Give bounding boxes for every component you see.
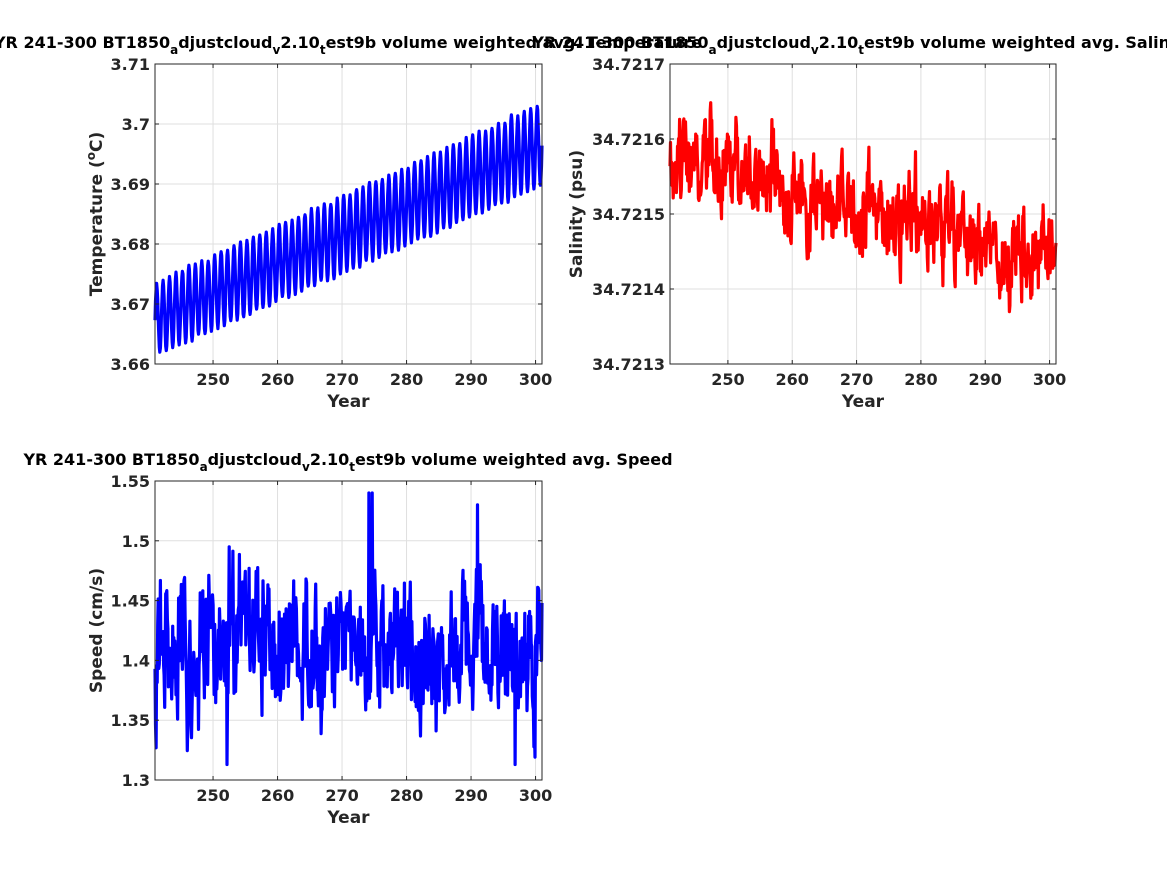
temperature-panel: 250 260 270 280 290 300 3.66 3.67 3.68 3.69 3.7 3.7… xyxy=(0,33,702,412)
panel2-y-axis-label: Speed (cm/s) xyxy=(87,568,107,693)
panel0-xtick-label: 280 xyxy=(390,370,423,389)
panel2-xtick-label: 290 xyxy=(454,786,487,805)
panel1-y-axis-label: Salinity (psu) xyxy=(567,150,587,278)
panel2-title-part: YR 241-300 BT1850 xyxy=(22,450,199,469)
panel0-title-part: 2.10 xyxy=(280,33,319,52)
panel2-axes-box xyxy=(154,480,543,781)
panel2-title-part: v xyxy=(302,460,310,474)
panel0-axes-box xyxy=(154,63,543,365)
panel0-title-part: v xyxy=(273,43,281,57)
panel0-ytick-label: 3.68 xyxy=(111,235,150,254)
panel2-x-axis-label: Year xyxy=(326,808,370,828)
panel2-ytick-label: 1.35 xyxy=(111,711,150,730)
panel0-y-axis-label-end: C) xyxy=(87,132,107,152)
panel1-title-part: 2.10 xyxy=(819,33,858,52)
panel1-xtick-label: 280 xyxy=(904,370,937,389)
panel1-xtick-label: 260 xyxy=(776,370,809,389)
panel2-xtick-label: 250 xyxy=(196,786,229,805)
panel0-y-axis-label-superscript: o xyxy=(84,152,98,160)
panel1-title-part: est9b volume weighted avg. Salinity xyxy=(864,33,1167,52)
panel1-series-line-0 xyxy=(668,101,1058,314)
panel1-ytick-label: 34.7214 xyxy=(592,280,665,299)
panel2-title-part: t xyxy=(349,460,355,474)
panel2-y-axis-label-text: Speed (cm/s) xyxy=(87,568,107,693)
panel0-title-part: djustcloud xyxy=(178,33,272,52)
panel2-title-part: a xyxy=(200,460,208,474)
panel1-ytick-label: 34.7215 xyxy=(592,205,665,224)
panel2-title-part: est9b volume weighted avg. Speed xyxy=(355,450,673,469)
panel2-title: YR 241-300 BT1850adjustcloudv2.10test9b … xyxy=(22,450,672,474)
panel1-ytick-label: 34.7213 xyxy=(592,355,665,374)
panel0-title-part: YR 241-300 BT1850 xyxy=(0,33,170,52)
panel0-ytick-label: 3.69 xyxy=(111,175,150,194)
panel2-xtick-label: 300 xyxy=(519,786,552,805)
panel1-xtick-label: 300 xyxy=(1033,370,1066,389)
panel0-xtick-label: 270 xyxy=(325,370,358,389)
panel0-ytick-label: 3.66 xyxy=(111,355,150,374)
panel1-ytick-label: 34.7217 xyxy=(592,55,665,74)
panel2-ytick-label: 1.45 xyxy=(111,592,150,611)
panel2-xtick-label: 270 xyxy=(325,786,358,805)
panel0-title: YR 241-300 BT1850adjustcloudv2.10test9b … xyxy=(0,33,702,57)
panel0-xtick-label: 250 xyxy=(196,370,229,389)
panel0-ytick-label: 3.7 xyxy=(122,115,150,134)
panel1-xtick-label: 270 xyxy=(840,370,873,389)
panel1-title-part: a xyxy=(709,43,717,57)
panel2-title-part: 2.10 xyxy=(310,450,349,469)
panel0-xtick-label: 290 xyxy=(454,370,487,389)
panel1-title-part: djustcloud xyxy=(717,33,811,52)
panel0-title-part: est9b volume weighted avg. Temperature xyxy=(326,33,703,52)
speed-panel: 250 260 270 280 290 3001.31.351.41.451.51.55Y… xyxy=(22,450,672,828)
panel0-xtick-label: 260 xyxy=(261,370,294,389)
panel2-series-line-0 xyxy=(153,491,544,767)
salinity-panel: 250 260 270 280 290 300 34.7213 34.7214 34.7215 3… xyxy=(531,33,1167,412)
panel2-ytick-label: 1.55 xyxy=(111,472,150,491)
panel1-title-part: v xyxy=(811,43,819,57)
panel0-y-axis-label: Temperature (oC) xyxy=(84,132,107,296)
panel0-series-line-0 xyxy=(153,104,544,354)
panel0-ytick-label: 3.67 xyxy=(111,295,150,314)
panel0-xtick-label: 300 xyxy=(519,370,552,389)
panel2-xtick-label: 280 xyxy=(390,786,423,805)
panel1-title-part: YR 241-300 BT1850 xyxy=(531,33,708,52)
panel2-xtick-label: 260 xyxy=(261,786,294,805)
panel2-title-part: djustcloud xyxy=(208,450,302,469)
panel1-xtick-label: 250 xyxy=(711,370,744,389)
panel0-y-axis-label-text: Temperature ( xyxy=(87,160,107,296)
panel2-ytick-label: 1.5 xyxy=(122,532,150,551)
panel0-ytick-label: 3.71 xyxy=(111,55,150,74)
panel1-ytick-label: 34.7216 xyxy=(592,130,665,149)
panel0-title-part: a xyxy=(170,43,178,57)
panel1-xtick-label: 290 xyxy=(969,370,1002,389)
panel0-x-axis-label: Year xyxy=(326,392,370,412)
panel2-ytick-label: 1.4 xyxy=(122,651,150,670)
panel1-title-part: t xyxy=(858,43,864,57)
panel1-title: YR 241-300 BT1850adjustcloudv2.10test9b … xyxy=(531,33,1167,57)
panel0-title-part: t xyxy=(320,43,326,57)
panel2-ytick-label: 1.3 xyxy=(122,771,150,790)
panel1-x-axis-label: Year xyxy=(841,392,885,412)
panel1-y-axis-label-text: Salinity (psu) xyxy=(567,150,587,278)
